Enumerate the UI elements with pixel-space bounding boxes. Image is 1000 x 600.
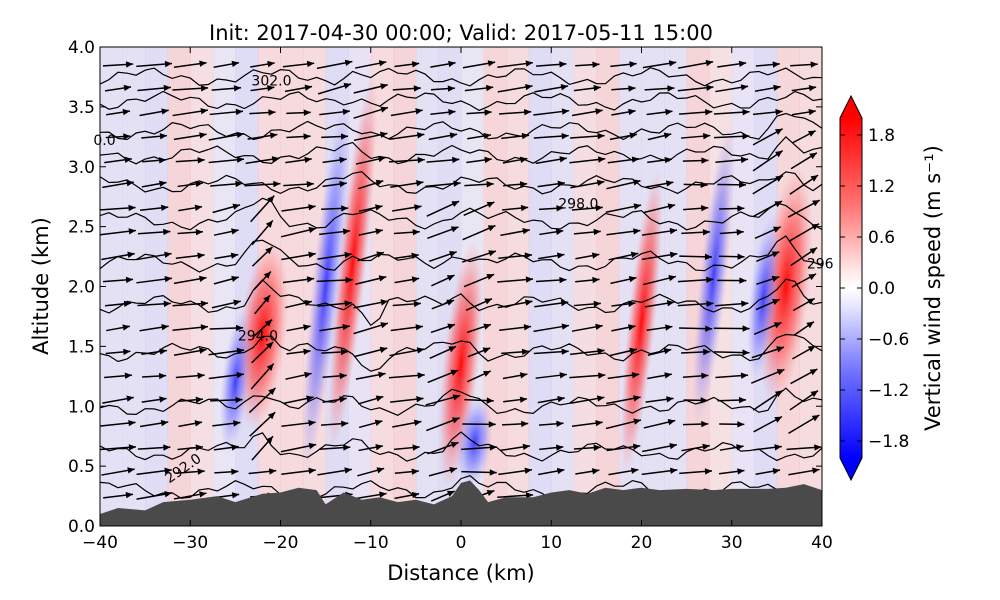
colorbar-tick-label: −1.2 [868, 381, 909, 401]
theta-contour-label: 296 [807, 257, 834, 273]
colorbar-tick-label: 1.2 [868, 177, 895, 197]
field-stripe [574, 47, 597, 526]
field-stripe [529, 47, 552, 526]
y-tick-label: 0.5 [68, 457, 95, 477]
field-stripe [145, 47, 168, 526]
chart-title: Init: 2017-04-30 00:00; Valid: 2017-05-1… [209, 21, 713, 45]
y-tick-label: 3.5 [68, 98, 95, 118]
y-tick-label: 2.5 [68, 218, 95, 238]
colorbar-tick-label: −0.6 [868, 330, 909, 350]
y-axis-label: Altitude (km) [29, 217, 53, 355]
theta-contour-label: 302.0 [251, 73, 291, 89]
vertical-wind-field [100, 47, 823, 526]
x-tick-label: 10 [540, 533, 562, 553]
colorbar-tick-label: 1.8 [868, 126, 895, 146]
y-tick-label: 2.0 [68, 278, 95, 298]
x-tick-label: 20 [631, 533, 653, 553]
x-tick-label: 30 [721, 533, 743, 553]
colorbar-extend-low [840, 458, 862, 480]
y-tick-label: 0.0 [68, 517, 95, 537]
field-stripe [596, 47, 619, 526]
x-tick-label: −10 [353, 533, 389, 553]
figure: Init: 2017-04-30 00:00; Valid: 2017-05-1… [0, 0, 1000, 600]
colorbar-tick-label: 0.6 [868, 228, 895, 248]
theta-contour-label: 298.0 [558, 197, 598, 213]
x-axis-label: Distance (km) [387, 561, 535, 585]
colorbar-label: Vertical wind speed (m s⁻¹) [921, 145, 945, 431]
plot-area: 292.0294.0298.0302.00.0296 −40−30−20−100… [68, 38, 834, 553]
field-stripe [168, 47, 191, 526]
field-stripe [416, 47, 439, 526]
x-tick-label: −30 [172, 533, 208, 553]
colorbar-extend-high [840, 96, 862, 118]
x-tick-label: 40 [811, 533, 833, 553]
colorbar-tick-label: −1.8 [868, 432, 909, 452]
y-tick-label: 3.0 [68, 158, 95, 178]
field-stripe [213, 47, 236, 526]
x-tick-label: −20 [263, 533, 299, 553]
theta-contour-label: 0.0 [93, 133, 115, 149]
y-tick-label: 1.0 [68, 397, 95, 417]
y-tick-label: 4.0 [68, 38, 95, 58]
theta-contour-label: 294.0 [238, 328, 278, 344]
x-tick-label: 0 [456, 533, 467, 553]
colorbar: 1.8 1.2 0.6 0.0 −0.6 −1.2 −1.8 [840, 96, 909, 480]
y-tick-label: 1.5 [68, 337, 95, 357]
colorbar-tick-label: 0.0 [868, 279, 895, 299]
